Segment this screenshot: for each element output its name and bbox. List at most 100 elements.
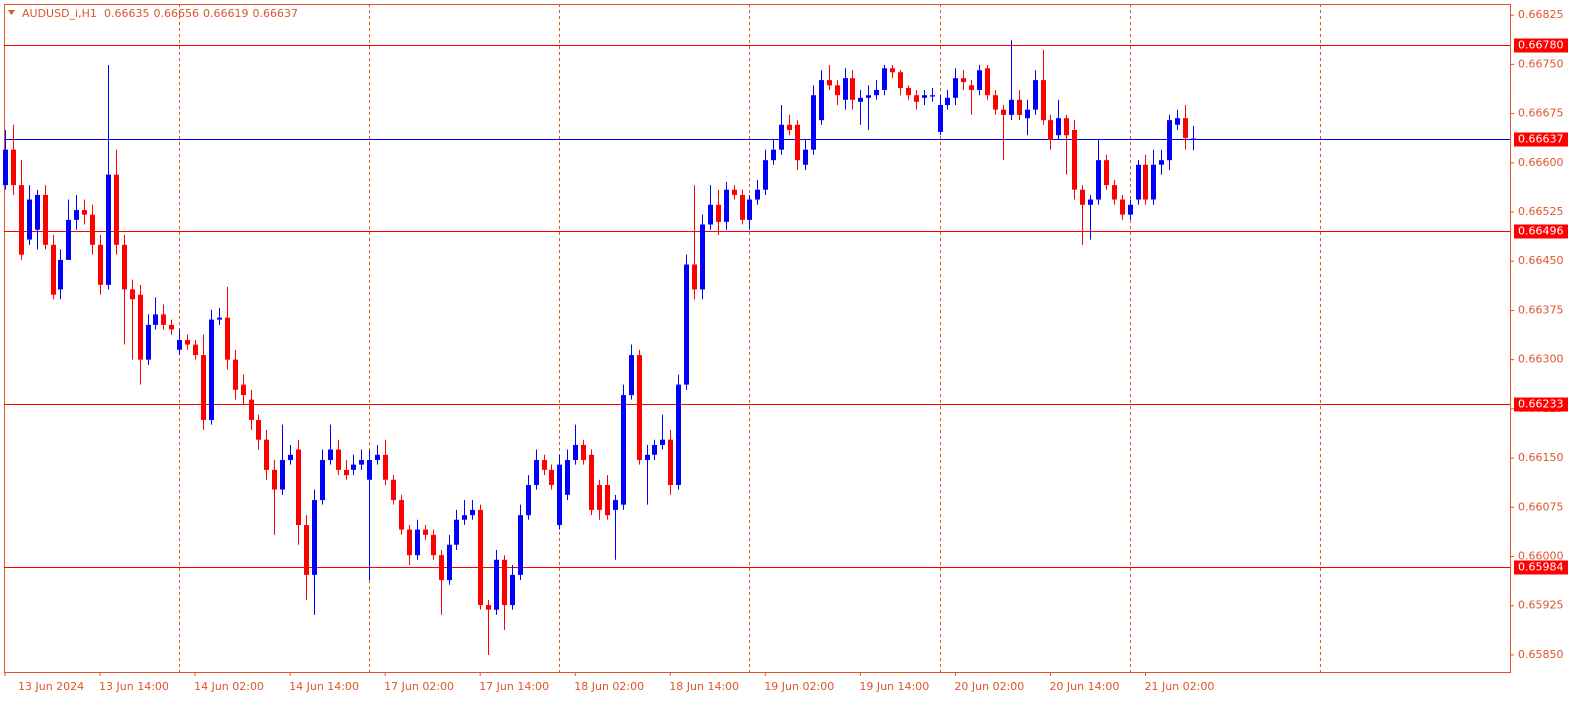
candle-body: [557, 464, 562, 526]
candle-body: [763, 160, 768, 190]
candle-body: [660, 439, 665, 445]
candle-body: [328, 449, 333, 461]
candle-body: [1128, 204, 1133, 215]
candle-body: [882, 68, 887, 90]
candle-body: [43, 194, 48, 245]
price-label-box: [1514, 224, 1568, 239]
candle-body: [1064, 118, 1069, 136]
x-tick-label: 13 Jun 2024: [18, 680, 84, 693]
candle-body: [375, 454, 380, 461]
candle-body: [866, 95, 871, 98]
candle-body: [383, 454, 388, 480]
candle-body: [336, 449, 341, 470]
candle-body: [122, 244, 127, 290]
x-tick-label: 13 Jun 14:00: [99, 680, 169, 693]
candle-body: [351, 464, 356, 470]
x-tick-label: 18 Jun 02:00: [574, 680, 644, 693]
candle-body: [534, 460, 539, 485]
candle-body: [478, 509, 483, 606]
header-values: 0.66635 0.66656 0.66619 0.66637: [104, 7, 298, 20]
menu-arrow[interactable]: [8, 10, 15, 15]
candle-body: [280, 460, 285, 490]
candle-body: [359, 460, 364, 465]
candle-body: [906, 87, 911, 96]
candle-body: [1096, 160, 1101, 200]
y-tick-label: 0.66750: [1518, 57, 1564, 70]
candle-body: [977, 70, 982, 90]
x-tick-label: 19 Jun 14:00: [859, 680, 929, 693]
candle-body: [985, 68, 990, 96]
candle-body: [1120, 199, 1125, 215]
candle-body: [692, 264, 697, 290]
candle-body: [19, 185, 24, 255]
y-tick-label: 0.66450: [1518, 254, 1564, 267]
candle-body: [90, 214, 95, 245]
candle-body: [470, 509, 475, 516]
candle-body: [177, 339, 182, 350]
candle-body: [637, 355, 642, 461]
candle-body: [1183, 118, 1188, 138]
candle-body: [708, 204, 713, 225]
candle-body: [898, 72, 903, 88]
candle-body: [930, 95, 935, 97]
candle-body: [344, 469, 349, 476]
candle-body: [1167, 120, 1172, 161]
candle-body: [573, 444, 578, 461]
candle-body: [320, 460, 325, 501]
candle-body: [415, 529, 420, 556]
axes-layer: 0.66825 0.66750 0.66675 0.66600 0.66525 0.664…: [4, 8, 1568, 693]
candle-body: [1080, 189, 1085, 205]
candle-body: [447, 544, 452, 581]
candle-body: [518, 515, 523, 575]
candle-body: [82, 210, 87, 215]
candle-body: [241, 384, 246, 396]
y-tick-label: 0.66825: [1518, 8, 1564, 21]
candle-body: [938, 105, 943, 132]
candle-body: [716, 204, 721, 222]
candle-body: [645, 454, 650, 461]
candle-body: [138, 294, 143, 360]
price-label: 0.66496: [1518, 225, 1564, 238]
y-tick-label: 0.66300: [1518, 353, 1564, 366]
candle-body: [193, 344, 198, 356]
candle-body: [462, 515, 467, 520]
candle-body: [1136, 164, 1141, 200]
x-tick-label: 14 Jun 14:00: [289, 680, 359, 693]
candle-body: [605, 484, 610, 516]
candle-body: [1017, 99, 1022, 115]
candle-body: [779, 124, 784, 150]
header-value: 0.66619: [203, 7, 249, 20]
candle-body: [724, 189, 729, 222]
candle-body: [945, 97, 950, 106]
candle-body: [439, 555, 444, 581]
candle-body: [1112, 185, 1117, 200]
candle-body: [613, 500, 618, 510]
candle-body: [549, 469, 554, 485]
plot-border: [4, 4, 1511, 673]
candle-body: [296, 449, 301, 526]
header-value: 0.66656: [154, 7, 200, 20]
candle-body: [185, 339, 190, 345]
candle-body: [969, 85, 974, 90]
x-tick-label: 18 Jun 14:00: [669, 680, 739, 693]
candle-body: [953, 78, 958, 98]
candles-layer: [3, 40, 1196, 655]
candle-body: [700, 224, 705, 290]
candle-body: [676, 384, 681, 485]
price-label-box: [1514, 560, 1568, 575]
candle-body: [1056, 118, 1061, 136]
candle-body: [1175, 118, 1180, 125]
y-tick-label: 0.66600: [1518, 156, 1564, 169]
price-label: 0.66780: [1518, 39, 1564, 52]
x-tick-label: 14 Jun 02:00: [194, 680, 264, 693]
y-tick-label: 0.66075: [1518, 500, 1564, 513]
candle-body: [740, 194, 745, 220]
candle-body: [391, 479, 396, 501]
candle-body: [621, 395, 626, 505]
x-tick-label: 20 Jun 14:00: [1049, 680, 1119, 693]
candle-body: [811, 95, 816, 150]
candle-body: [526, 484, 531, 516]
candle-body: [795, 124, 800, 161]
candle-body: [1104, 160, 1109, 186]
candle-body: [827, 80, 832, 86]
